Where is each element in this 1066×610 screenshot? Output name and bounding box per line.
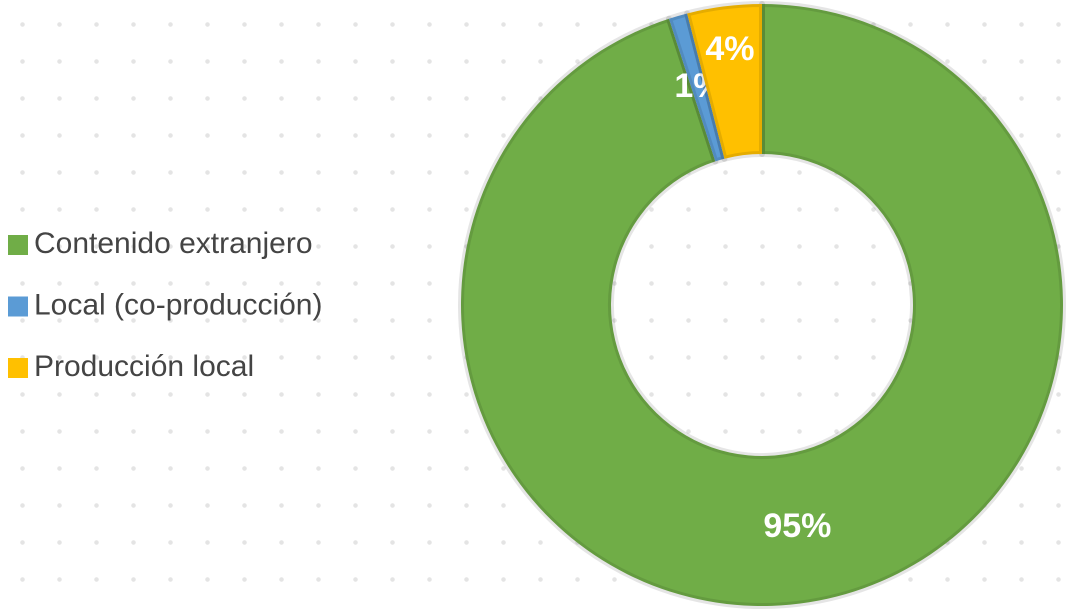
value-label: 95% bbox=[763, 507, 831, 545]
legend-swatch bbox=[8, 235, 28, 255]
donut-slice bbox=[684, 1, 765, 162]
legend-swatch bbox=[8, 296, 28, 317]
value-label: 4% bbox=[705, 30, 754, 68]
legend-text: Producción local bbox=[34, 350, 254, 383]
legend-swatch bbox=[8, 358, 28, 378]
donut-slice bbox=[458, 1, 1066, 609]
donut-slice bbox=[665, 10, 728, 165]
legend-text: Local (co-producción) bbox=[34, 288, 322, 321]
legend-text: Contenido extranjero bbox=[34, 227, 313, 260]
